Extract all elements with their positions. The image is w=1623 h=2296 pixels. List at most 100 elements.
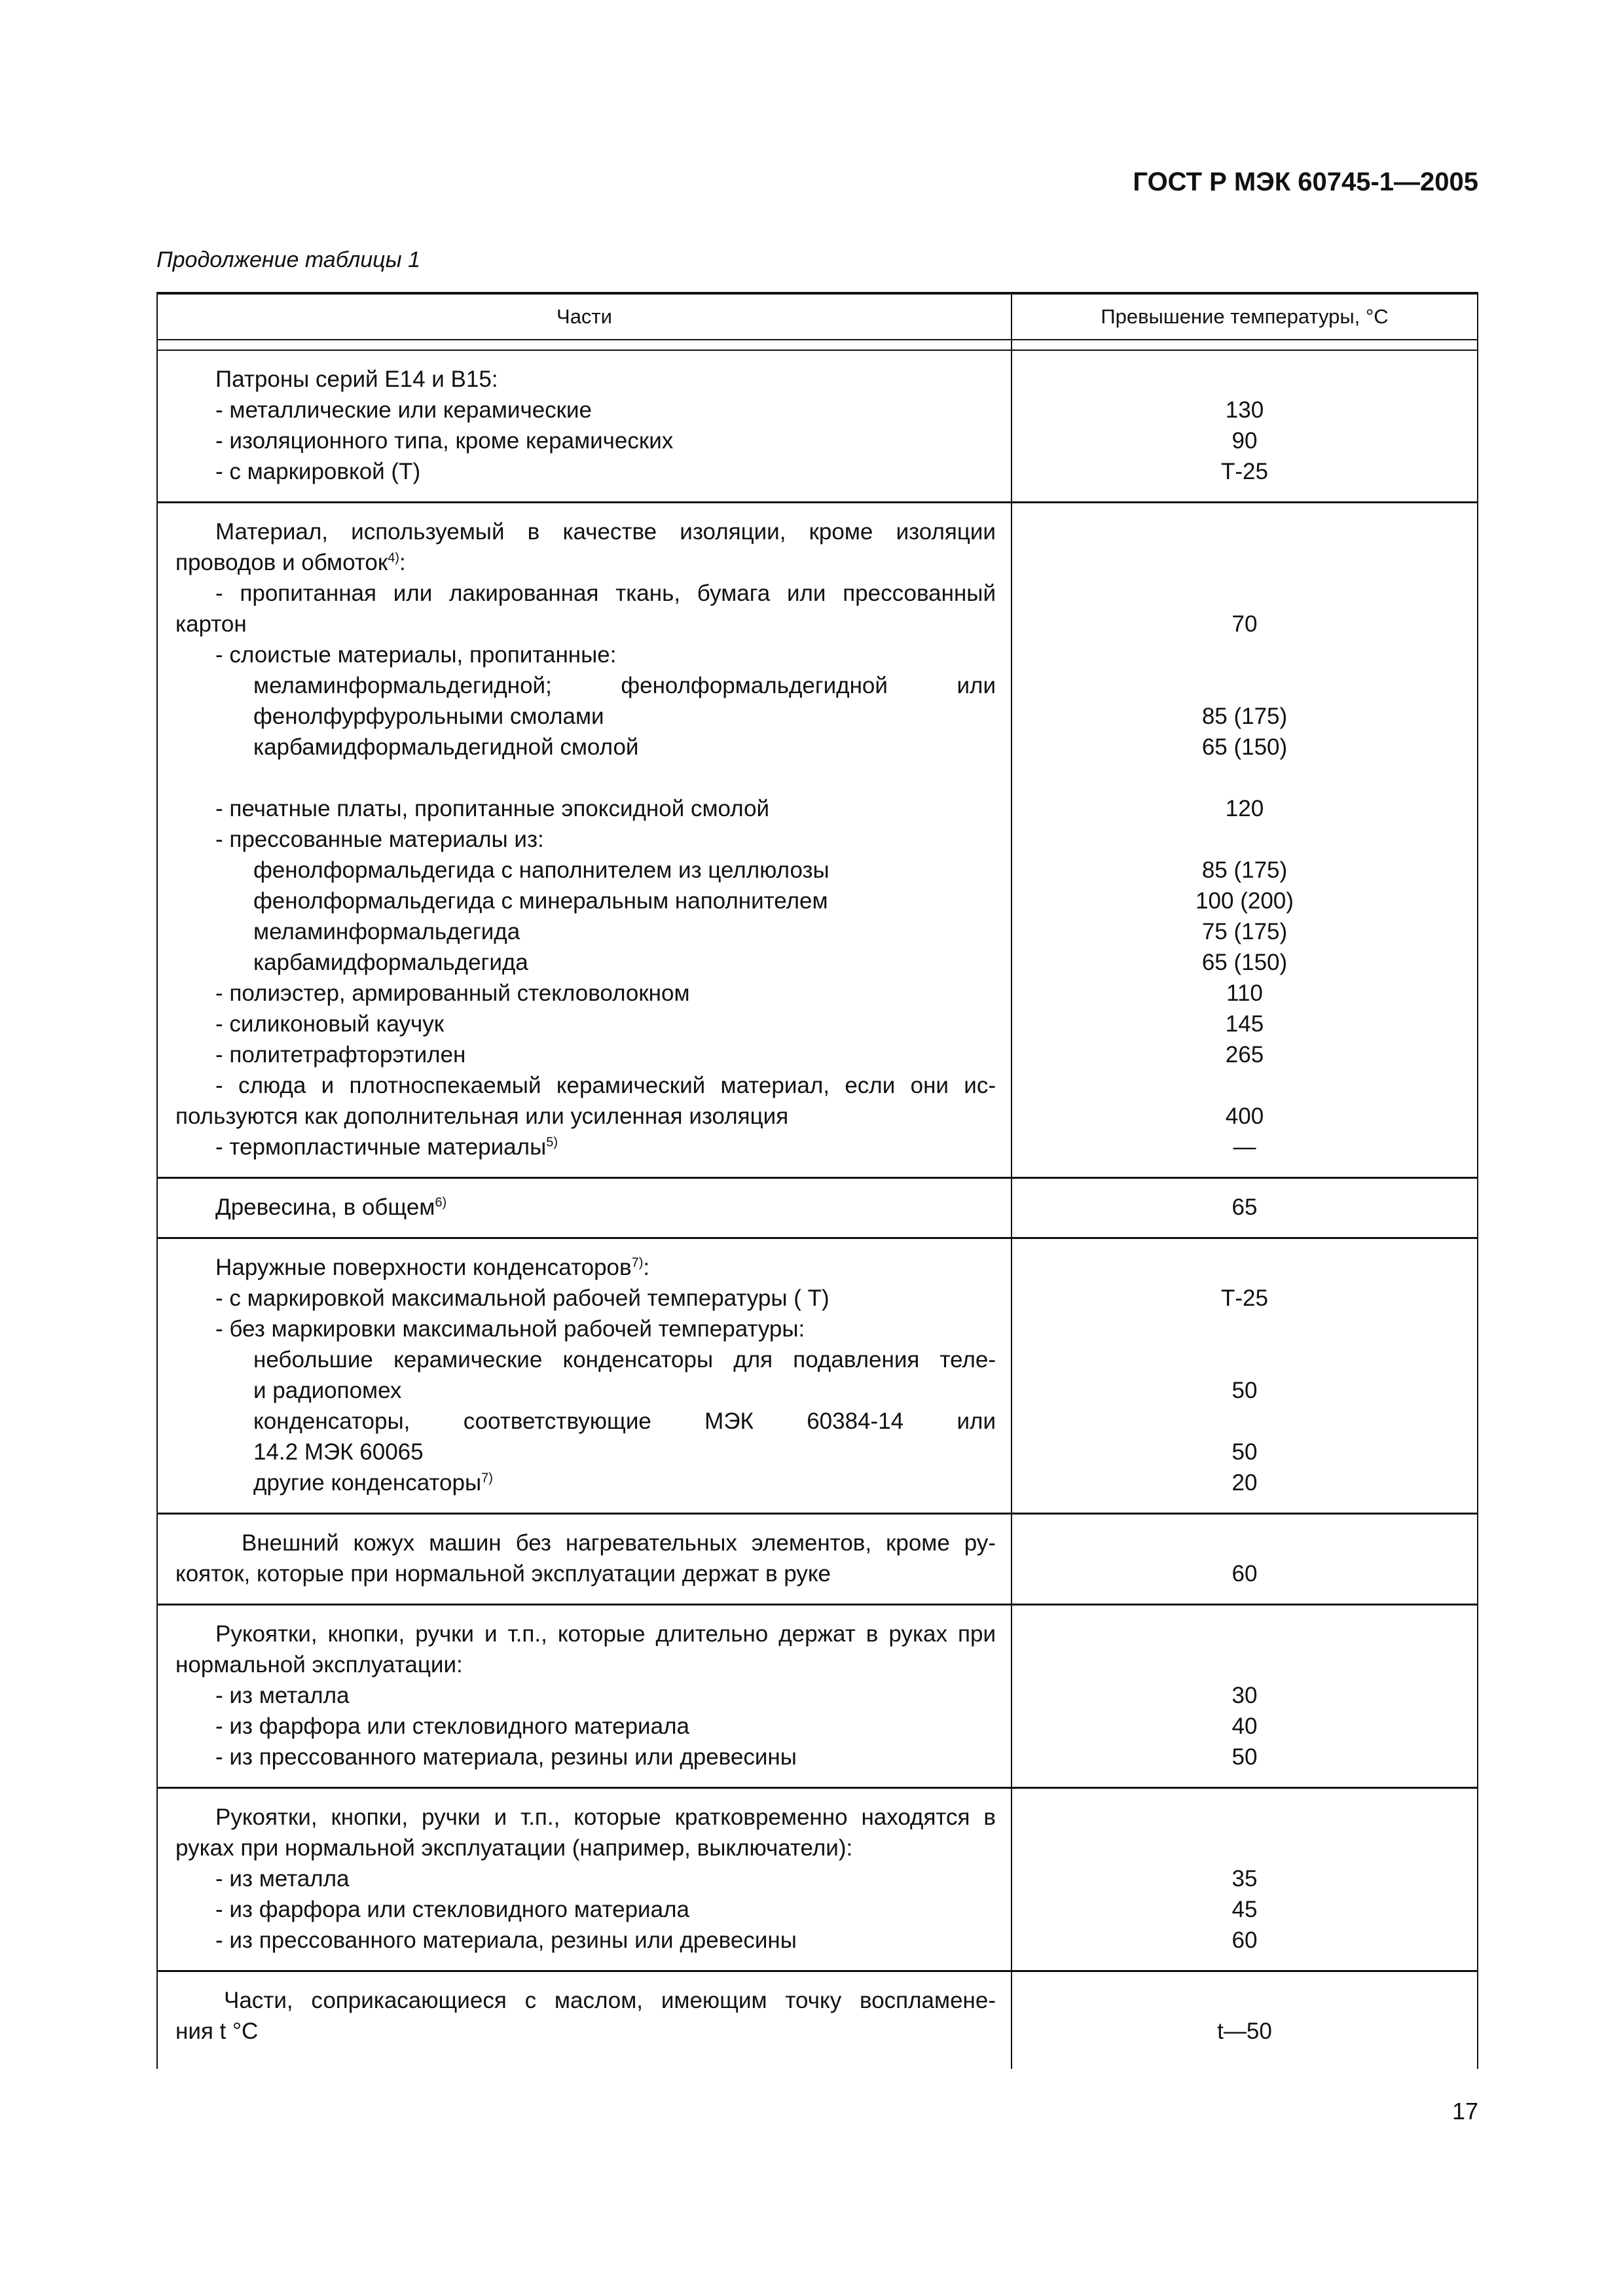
- temperature-value: [1012, 670, 1477, 701]
- part-text: картон: [175, 609, 996, 639]
- temperature-value: [1012, 1802, 1477, 1833]
- part-text-main: Наружные поверхности конденсаторов: [215, 1255, 632, 1280]
- temperature-value: 50: [1231, 1378, 1258, 1403]
- part-text: - полиэстер, армированный стекловолокном: [175, 978, 996, 1009]
- part-text: [175, 762, 996, 793]
- part-text: - изоляционного типа, кроме керамических: [175, 425, 996, 456]
- part-text-main: - политетрафторэтилен: [215, 1042, 466, 1067]
- part-text-main: - из прессованного материала, резины или…: [215, 1744, 797, 1770]
- part-text-main: - без маркировки максимальной рабочей те…: [215, 1316, 805, 1342]
- temperature-value: [1012, 516, 1477, 547]
- temperature-value: 65 (150): [1201, 950, 1288, 975]
- part-text-main: фенолформальдегида с наполнителем из цел…: [253, 857, 830, 883]
- part-text: - из прессованного материала, резины или…: [175, 1742, 996, 1772]
- part-text: - из металла: [175, 1680, 996, 1711]
- part-text: руках при нормальной эксплуатации (напри…: [175, 1833, 996, 1863]
- temperature-cell: 65: [1012, 1179, 1477, 1237]
- part-text-main: Внешний кожух машин без нагревательных э…: [242, 1530, 996, 1556]
- part-text-main: Рукоятки, кнопки, ручки и т.п., которые …: [215, 1621, 996, 1647]
- temperature-value: 60: [1231, 1561, 1258, 1587]
- part-text-main: - из фарфора или стекловидного материала: [215, 1713, 689, 1739]
- temperature-cell: Т-25 50 50 20: [1012, 1239, 1477, 1513]
- part-text-main: - из металла: [215, 1866, 350, 1892]
- footnote-ref: 7): [481, 1471, 493, 1486]
- temperature-value: [1012, 1070, 1477, 1101]
- part-text: карбамидформальдегидной смолой: [175, 732, 996, 762]
- parts-cell: Части, соприкасающиеся с маслом, имеющим…: [158, 1972, 1012, 2069]
- part-text: Внешний кожух машин без нагревательных э…: [175, 1528, 996, 1558]
- part-text-main: - слоистые материалы, пропитанные:: [215, 642, 617, 668]
- part-text-main: меламинформальдегида: [253, 919, 520, 944]
- table-row: Части, соприкасающиеся с маслом, имеющим…: [158, 1972, 1477, 2069]
- part-text-main: - пропитанная или лакированная ткань, бу…: [215, 581, 996, 606]
- document-title: ГОСТ Р МЭК 60745-1—2005: [1133, 168, 1478, 196]
- table-row: Рукоятки, кнопки, ручки и т.п., которые …: [158, 1605, 1477, 1789]
- part-text: меламинформальдегидной; фенолформальдеги…: [175, 670, 996, 701]
- part-text-main: - полиэстер, армированный стекловолокном: [215, 980, 690, 1006]
- temperature-cell: 60: [1012, 1515, 1477, 1604]
- part-text: фенолфурфурольными смолами: [175, 701, 996, 732]
- parts-cell: Материал, используемый в качестве изоляц…: [158, 503, 1012, 1177]
- part-text-main: - изоляционного типа, кроме керамических: [215, 428, 674, 454]
- temperature-cell: 130 90 Т-25: [1012, 351, 1477, 501]
- part-text: - пропитанная или лакированная ткань, бу…: [175, 578, 996, 609]
- table-row: Рукоятки, кнопки, ручки и т.п., которые …: [158, 1789, 1477, 1972]
- temperature-value: 265: [1225, 1042, 1264, 1067]
- part-text-main: - печатные платы, пропитанные эпоксидной…: [215, 796, 770, 821]
- part-text: Рукоятки, кнопки, ручки и т.п., которые …: [175, 1619, 996, 1649]
- table-caption: Продолжение таблицы 1: [156, 247, 420, 272]
- part-text: Древесина, в общем6): [175, 1192, 996, 1223]
- part-text-main: - из фарфора или стекловидного материала: [215, 1897, 689, 1922]
- part-text-main: Патроны серий Е14 и В15:: [215, 367, 498, 392]
- temperature-value: [1012, 824, 1477, 855]
- temperature-value: 120: [1225, 796, 1264, 821]
- parts-cell: Внешний кожух машин без нагревательных э…: [158, 1515, 1012, 1604]
- temperature-value: 85 (175): [1201, 857, 1288, 883]
- parts-cell: Патроны серий Е14 и В15: - металлические …: [158, 351, 1012, 501]
- temperature-cell: 30 40 50: [1012, 1605, 1477, 1787]
- part-text: - с маркировкой максимальной рабочей тем…: [175, 1283, 996, 1314]
- part-text-main: фенолформальдегида с минеральным наполни…: [253, 888, 828, 914]
- part-text-main: проводов и обмоток: [175, 550, 388, 575]
- part-text-main: кояток, которые при нормальной эксплуата…: [175, 1561, 831, 1587]
- temperature-value: 65 (150): [1201, 734, 1288, 760]
- part-text: кояток, которые при нормальной эксплуата…: [175, 1558, 996, 1589]
- part-text-main: фенолфурфурольными смолами: [253, 704, 604, 729]
- part-text: - слоистые материалы, пропитанные:: [175, 639, 996, 670]
- temperature-value: Т-25: [1221, 1285, 1268, 1311]
- part-text-main: Рукоятки, кнопки, ручки и т.п., которые …: [215, 1804, 996, 1830]
- part-text: конденсаторы, соответствующие МЭК 60384-…: [175, 1406, 996, 1437]
- part-text-main: Материал, используемый в качестве изоляц…: [215, 519, 996, 545]
- table-row: Патроны серий Е14 и В15: - металлические …: [158, 351, 1477, 503]
- temperature-value: 65: [1231, 1194, 1258, 1220]
- temperature-value: 50: [1231, 1439, 1258, 1465]
- column-header-parts: Части: [158, 295, 1012, 339]
- part-text-main: и радиопомех: [253, 1378, 402, 1403]
- part-text-main: конденсаторы, соответствующие МЭК 60384-…: [253, 1408, 996, 1434]
- part-text: - прессованные материалы из:: [175, 824, 996, 855]
- temperature-value: t—50: [1217, 2018, 1272, 2044]
- part-text-main: небольшие керамические конденсаторы для …: [253, 1347, 996, 1372]
- part-text-main: - с маркировкой (Т): [215, 459, 421, 484]
- temperature-value: 90: [1231, 428, 1258, 454]
- parts-cell: Рукоятки, кнопки, ручки и т.п., которые …: [158, 1605, 1012, 1787]
- part-text: - с маркировкой (Т): [175, 456, 996, 487]
- part-text: другие конденсаторы7): [175, 1467, 996, 1498]
- temperature-value: [1012, 364, 1477, 395]
- temperature-value: 45: [1231, 1897, 1258, 1922]
- part-text: Части, соприкасающиеся с маслом, имеющим…: [175, 1985, 996, 2016]
- temperature-value: Т-25: [1221, 459, 1268, 484]
- part-text-main: нормальной эксплуатации:: [175, 1652, 463, 1677]
- part-text-main: пользуются как дополнительная или усилен…: [175, 1103, 789, 1129]
- part-text: - из металла: [175, 1863, 996, 1894]
- temperature-value: 50: [1231, 1744, 1258, 1770]
- part-text: фенолформальдегида с наполнителем из цел…: [175, 855, 996, 886]
- part-text-main: Древесина, в общем: [215, 1194, 435, 1220]
- part-text: небольшие керамические конденсаторы для …: [175, 1344, 996, 1375]
- part-text: Наружные поверхности конденсаторов7):: [175, 1252, 996, 1283]
- temperature-value: 30: [1231, 1683, 1258, 1708]
- table-row: Наружные поверхности конденсаторов7): - с…: [158, 1239, 1477, 1515]
- part-text-main: ния t °С: [175, 2018, 259, 2044]
- part-text-main: меламинформальдегидной; фенолформальдеги…: [253, 673, 996, 698]
- column-header-temperature-rise: Превышение температуры, °С: [1101, 305, 1389, 328]
